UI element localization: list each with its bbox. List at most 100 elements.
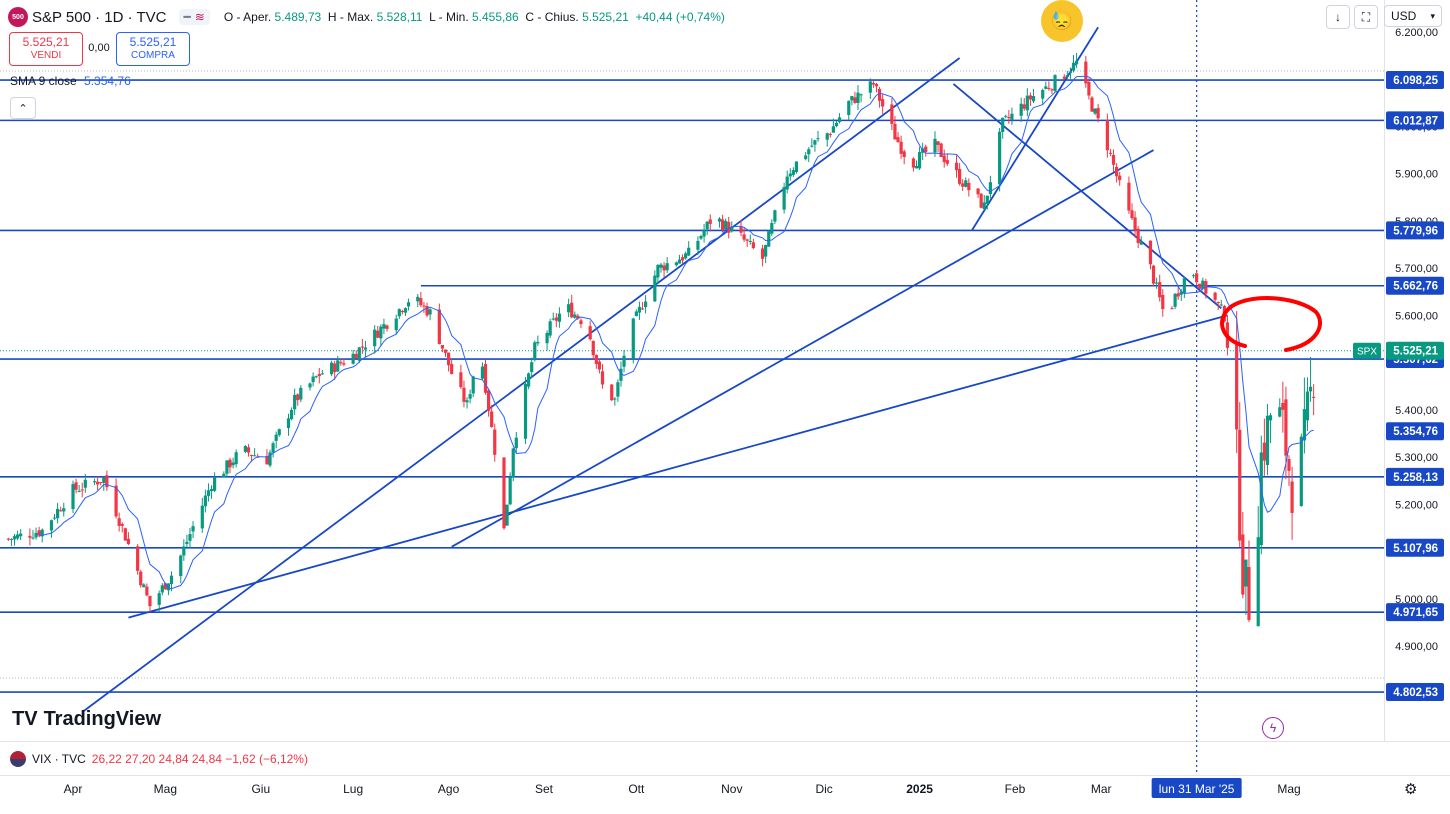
candle-body — [613, 398, 617, 400]
candle-body — [643, 301, 648, 308]
candle-body — [403, 308, 408, 313]
red-circle-annotation — [1220, 296, 1322, 352]
candle-body — [1259, 452, 1263, 546]
line-style-icon: ━ — [183, 10, 191, 24]
candle-body — [15, 534, 20, 539]
candle-body — [123, 528, 127, 541]
candle-body — [77, 490, 81, 492]
candle-body — [209, 488, 214, 491]
arrow-down-icon[interactable]: ↓ — [1326, 5, 1350, 29]
candle-body — [1195, 273, 1199, 283]
candle-body — [665, 263, 669, 271]
candle-body — [837, 117, 842, 123]
symbol-title[interactable]: S&P 500 · 1D · TVC — [32, 8, 167, 26]
candle-body — [998, 131, 1002, 185]
candle-body — [896, 137, 900, 143]
x-tick-label: Set — [535, 782, 554, 796]
y-tick-label: 5.600,00 — [1395, 310, 1438, 322]
chart-style-toggle[interactable]: ━ ≋ — [178, 9, 210, 25]
candle-body — [1111, 155, 1116, 165]
vix-legend[interactable]: VIX · TVC 26,22 27,20 24,84 24,84 −1,62 … — [10, 751, 308, 767]
price-axis-border — [1384, 0, 1385, 741]
level-price-label: 4.802,53 — [1393, 687, 1438, 699]
candle-body — [853, 97, 857, 103]
candle-body — [505, 504, 509, 526]
candle-body — [148, 595, 152, 607]
candle-body — [105, 475, 109, 488]
candle-body — [163, 583, 167, 590]
candle-body — [222, 473, 226, 478]
candle-body — [1170, 308, 1174, 310]
candle-body — [724, 220, 728, 230]
chevron-up-icon[interactable]: ⌃ — [10, 97, 36, 119]
candle-body — [893, 123, 897, 140]
candle-body — [56, 508, 60, 519]
candle-body — [293, 394, 297, 410]
candle-body — [696, 240, 700, 250]
candle-body — [914, 165, 919, 169]
candle-body — [924, 146, 928, 152]
candle-body — [179, 555, 183, 577]
lightning-icon[interactable]: ϟ — [1262, 717, 1284, 739]
candle-body — [567, 304, 571, 313]
candle-body — [1247, 567, 1251, 620]
candle-body — [234, 452, 238, 465]
candle-body — [142, 584, 146, 588]
x-tick-label: Ott — [628, 782, 645, 796]
candle-body — [591, 341, 595, 356]
candle-body — [764, 244, 768, 257]
sma-legend[interactable]: SMA 9 close 5.354,76 — [10, 74, 131, 88]
candle-body — [6, 538, 10, 540]
price-axis[interactable]: 4.900,00 5.000,00 5.200,00 5.300,00 5.400,00… — [1353, 27, 1444, 702]
y-tick-label: 5.700,00 — [1395, 263, 1438, 275]
candle-body — [825, 133, 829, 140]
candle-body — [739, 226, 743, 233]
x-tick-label: Mag — [154, 782, 177, 796]
candle-body — [1065, 75, 1069, 77]
candle-body — [877, 88, 882, 101]
cursor-date-tag — [1151, 778, 1242, 798]
currency-selector[interactable]: USD ▾ — [1384, 5, 1442, 27]
candle-body — [1028, 95, 1033, 100]
candle-body — [1108, 152, 1113, 154]
candle-body — [810, 145, 814, 147]
candle-body — [1001, 117, 1005, 132]
candle-body — [80, 489, 84, 491]
candle-body — [1201, 280, 1205, 289]
candle-body — [71, 484, 75, 510]
candle-body — [637, 306, 642, 313]
open-value: 5.489,73 — [274, 10, 322, 24]
candle-body — [1265, 415, 1270, 465]
ohlc-readout: O - Aper. 5.489,73 H - Max. 5.528,11 L -… — [224, 10, 725, 24]
candle-body — [1096, 107, 1100, 119]
candle-body — [751, 242, 755, 248]
trend-line — [451, 149, 1154, 548]
sma-name: SMA 9 close — [10, 74, 77, 88]
candle-body — [1090, 97, 1094, 112]
candle-body — [471, 376, 475, 394]
chart-grid — [0, 0, 1450, 776]
candle-body — [49, 520, 54, 531]
maximize-icon[interactable]: ⛶ — [1354, 5, 1378, 29]
candle-body — [271, 443, 275, 453]
tradingview-logo: TV TradingView — [12, 708, 161, 731]
candle-body — [450, 364, 454, 374]
candle-body — [1299, 436, 1303, 507]
gear-icon[interactable]: ⚙ — [1404, 781, 1418, 798]
sell-label: VENDI — [30, 50, 62, 61]
candle-body — [1133, 217, 1137, 231]
sell-button[interactable]: 5.525,21 VENDI — [9, 32, 83, 66]
time-axis[interactable]: Apr Mag Giu Lug Ago Set Ott Nov Dic 2025 Feb Mar Mag… — [64, 778, 1301, 798]
candle-body — [961, 183, 965, 187]
candle-body — [767, 231, 771, 247]
symbol-logo[interactable]: 500 — [8, 7, 28, 27]
candle-body — [188, 534, 192, 541]
level-price-tag — [1386, 538, 1444, 557]
close-value: 5.525,21 — [582, 10, 629, 24]
candle-body — [96, 481, 100, 485]
buy-button[interactable]: 5.525,21 COMPRA — [116, 32, 190, 66]
level-price-tag — [1386, 422, 1444, 441]
candle-body — [1305, 391, 1310, 421]
candle-body — [114, 485, 118, 517]
